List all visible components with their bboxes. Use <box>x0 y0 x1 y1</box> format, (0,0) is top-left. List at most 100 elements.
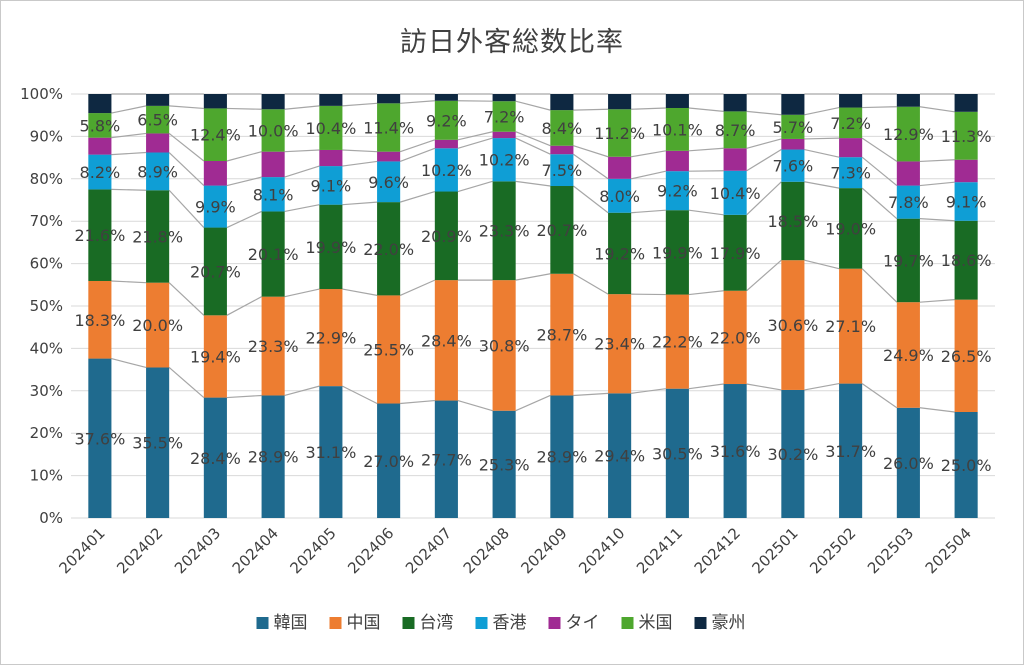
series-connector-line <box>688 107 724 112</box>
series-connector-line <box>573 185 609 214</box>
bar-segment <box>896 218 920 303</box>
bar-segment <box>839 268 863 384</box>
bar-segment <box>608 109 632 157</box>
chart-title: 訪日外客総数比率 <box>400 27 624 58</box>
series-connector-line <box>226 394 262 399</box>
series-connector-line <box>284 149 320 153</box>
series-connector-line <box>746 110 782 116</box>
bar-segment <box>146 94 170 106</box>
bar-segment <box>781 94 805 115</box>
bar-segment <box>146 282 170 368</box>
bar-segment <box>550 273 574 396</box>
series-connector-line <box>631 107 666 110</box>
data-label: 28.9% <box>248 448 299 467</box>
bar-segment <box>954 111 978 160</box>
series-connector-line <box>111 280 147 284</box>
series-connector-line <box>919 181 955 187</box>
data-label: 7.5% <box>542 161 583 180</box>
data-label: 30.5% <box>652 444 703 463</box>
bar-segment <box>319 204 343 290</box>
bar-segment <box>781 138 805 150</box>
data-label: 20.9% <box>421 227 472 246</box>
series-connector-line <box>515 394 551 412</box>
bar-segment <box>88 94 112 114</box>
series-connector-line <box>631 150 666 158</box>
series-connector-line <box>457 180 493 193</box>
bar-segment <box>550 395 574 518</box>
legend-label: 韓国 <box>274 613 308 633</box>
data-label: 9.9% <box>195 198 236 217</box>
series-connector-line <box>746 383 782 391</box>
bar-segment <box>146 133 170 153</box>
bar-segment <box>377 403 401 518</box>
bar-segment <box>261 177 285 212</box>
data-label: 22.0% <box>363 240 414 259</box>
bar-segment <box>608 94 632 110</box>
series-connector-line <box>515 180 551 187</box>
bar-segment <box>665 294 689 389</box>
x-tick-label: 202401 <box>55 524 108 577</box>
series-connector-line <box>111 151 147 156</box>
bar-segment <box>492 280 516 411</box>
data-labels: 37.6% 18.3% 21.6% 8.2% 5.8% 35.5% 20.0% 21.8% 8.… <box>74 107 991 475</box>
bar-segment <box>839 138 863 158</box>
bar-segment <box>839 94 863 108</box>
data-label: 9.2% <box>657 182 698 201</box>
legend: 韓国 中国 台湾 香港 タイ 米国 豪州 <box>256 612 746 633</box>
bar-segment <box>434 148 458 192</box>
bar-segment <box>377 202 401 296</box>
bar-segment <box>839 157 863 189</box>
bar-segment <box>954 412 978 518</box>
bar-segment <box>492 181 516 281</box>
bar-segment <box>839 107 863 139</box>
series-connector-line <box>746 181 782 216</box>
x-tick-label: 202404 <box>229 524 282 577</box>
data-label: 10.4% <box>710 184 761 203</box>
legend-label: 香港 <box>493 613 527 633</box>
data-label: 8.7% <box>715 121 756 140</box>
bar-segment <box>146 152 170 191</box>
x-tick-label: 202504 <box>922 524 975 577</box>
series-connector-line <box>861 137 898 162</box>
legend-label: 豪州 <box>712 612 746 633</box>
data-label: 10.0% <box>248 121 299 140</box>
x-tick-label: 202503 <box>864 524 917 577</box>
data-label: 8.0% <box>599 187 640 206</box>
bar-segment <box>954 220 978 300</box>
bar-segment <box>319 289 343 387</box>
series-connector-line <box>861 268 898 303</box>
bar-segment <box>203 227 227 316</box>
bar-segment <box>88 113 112 138</box>
series-connector-line <box>919 218 955 222</box>
data-label: 20.1% <box>248 245 299 264</box>
series-connector-line <box>919 106 955 113</box>
x-tick-label: 202412 <box>691 524 744 577</box>
bar-segment <box>88 189 112 281</box>
data-label: 28.9% <box>536 448 587 467</box>
bar-segment <box>723 148 747 171</box>
bar-segment <box>665 210 689 295</box>
y-tick-label: 80% <box>30 170 63 188</box>
x-tick-label: 202411 <box>633 524 686 577</box>
bar-segment <box>377 151 401 162</box>
bar-segment <box>434 139 458 149</box>
bar-segment <box>492 410 516 518</box>
series-connector-line <box>688 383 724 390</box>
bar-segment <box>608 156 632 179</box>
series-connector-line <box>804 137 840 140</box>
series-connector-line <box>399 279 436 296</box>
data-label: 22.0% <box>710 328 761 347</box>
bar-segment <box>896 302 920 408</box>
x-tick-label: 202501 <box>748 524 801 577</box>
series-connector-line <box>457 131 493 141</box>
data-label: 19.9% <box>652 243 703 262</box>
bar-segment <box>261 109 285 152</box>
series-connector-line <box>284 385 320 397</box>
bar-segment <box>492 101 516 132</box>
series-connector-line <box>111 132 147 139</box>
x-tick-label: 202502 <box>806 524 859 577</box>
bar-segment <box>319 386 343 518</box>
series-connector-line <box>400 100 435 104</box>
data-label: 12.9% <box>883 125 934 144</box>
y-tick-label: 30% <box>30 382 63 400</box>
